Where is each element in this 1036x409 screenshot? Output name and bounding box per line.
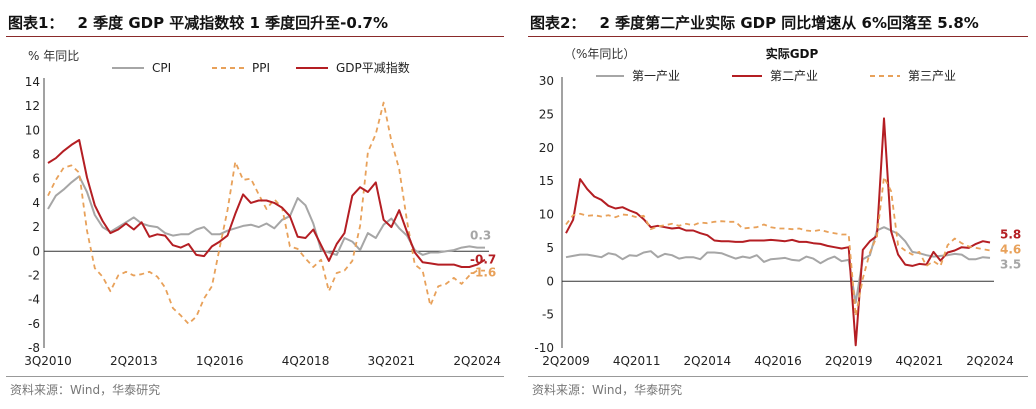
y-tick-label: 5 [546,241,554,255]
y-tick-label: 4 [32,196,40,210]
y-tick-label: -6 [28,317,40,331]
series-line-2 [47,139,486,268]
x-tick-label: 2Q2014 [684,354,732,368]
y-tick-label: -8 [28,341,40,355]
chart-title: 图表2： 2 季度第二产业实际 GDP 同比增速从 6%回落至 5.8% [530,12,979,33]
y-unit-label: （%年同比） [564,47,635,61]
y-tick-label: 10 [25,123,40,137]
inner-chart-title: 实际GDP [766,46,819,61]
x-tick-label: 4Q2016 [754,354,802,368]
y-tick-label: -5 [542,308,554,322]
legend-label: 第三产业 [908,69,956,83]
x-tick-label: 2Q2024 [453,354,501,368]
y-tick-label: 15 [539,174,554,188]
x-tick-label: 2Q2009 [542,354,590,368]
end-value-label: 3.5 [1000,258,1021,272]
chart-title: 图表1： 2 季度 GDP 平减指数较 1 季度回升至-0.7% [8,12,388,33]
x-tick-label: 4Q2018 [282,354,330,368]
x-tick-label: 3Q2010 [24,354,72,368]
series-line-2 [565,176,991,317]
legend-label: CPI [152,61,171,75]
y-tick-label: 8 [32,148,40,162]
source-divider [528,376,1028,377]
x-tick-label: 1Q2016 [196,354,244,368]
y-tick-label: 6 [32,172,40,186]
y-tick-label: -10 [534,341,554,355]
x-tick-label: 4Q2011 [613,354,661,368]
legend-label: GDP平减指数 [336,60,410,75]
source-note: 资料来源：Wind，华泰研究 [532,383,683,397]
end-value-label: -1.6 [470,266,496,280]
end-value-label: 5.8 [1000,228,1021,242]
y-tick-label: 0 [32,244,40,258]
legend-label: PPI [252,61,270,75]
y-tick-label: -4 [28,293,40,307]
figure-title: 2 季度第二产业实际 GDP 同比增速从 6%回落至 5.8% [599,14,979,32]
series-line-0 [47,175,485,256]
source-note: 资料来源：Wind，华泰研究 [10,383,161,397]
title-divider [528,36,1028,37]
chart-panel-gdp-deflator: 图表1： 2 季度 GDP 平减指数较 1 季度回升至-0.7% % 年同比 14 1… [0,0,512,409]
y-unit-label: % 年同比 [28,49,79,63]
end-value-label: 4.6 [1000,243,1021,257]
y-tick-label: 25 [539,107,554,121]
source-divider [6,376,504,377]
y-tick-label: 12 [25,99,40,113]
title-divider [6,36,504,37]
x-tick-label: 3Q2021 [368,354,416,368]
x-tick-label: 2Q2019 [825,354,873,368]
y-tick-label: 2 [32,220,40,234]
legend-label: 第二产业 [770,69,818,83]
figure-title: 2 季度 GDP 平减指数较 1 季度回升至-0.7% [77,14,389,32]
y-tick-label: 20 [539,141,554,155]
figure-number: 图表1： [8,14,64,32]
end-value-label: -0.7 [470,253,496,267]
y-tick-label: 14 [25,75,40,89]
series-line-1 [47,101,485,325]
series-line-1 [565,117,991,347]
chart-panel-real-gdp: 图表2： 2 季度第二产业实际 GDP 同比增速从 6%回落至 5.8% （%年同… [522,0,1036,409]
y-tick-label: 0 [546,274,554,288]
y-tick-label: 30 [539,74,554,88]
x-tick-label: 4Q2021 [896,354,944,368]
y-tick-label: -2 [28,268,40,282]
x-tick-label: 2Q2024 [966,354,1014,368]
legend-label: 第一产业 [632,69,680,83]
y-tick-label: 10 [539,208,554,222]
figure-number: 图表2： [530,14,586,32]
end-value-label: 0.3 [470,229,491,243]
x-tick-label: 2Q2013 [110,354,158,368]
